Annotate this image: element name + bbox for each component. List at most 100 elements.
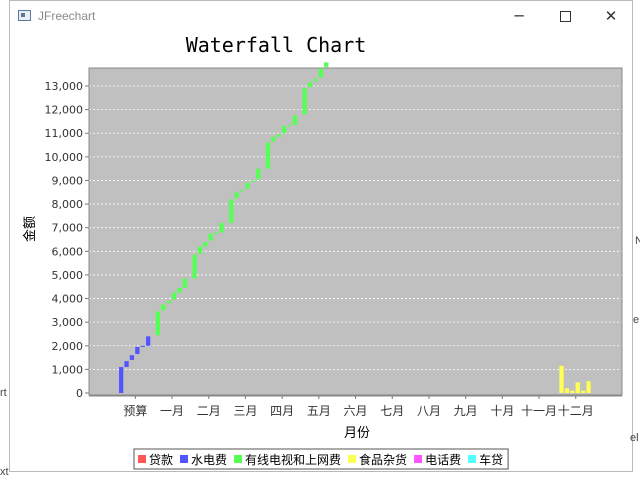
bar: [559, 365, 564, 393]
bar: [575, 382, 580, 393]
bar: [581, 390, 586, 393]
background-text-fragment: xt: [0, 466, 9, 478]
window-title: JFreechart: [38, 9, 96, 23]
x-tick-label: 十月: [490, 404, 514, 418]
bar: [292, 115, 298, 125]
bar: [318, 68, 323, 78]
bar: [129, 355, 135, 360]
bar: [192, 254, 197, 279]
y-tick-label: 13,000: [45, 80, 84, 93]
bar: [282, 126, 287, 134]
legend-box: [133, 448, 509, 470]
x-tick-label: 六月: [344, 404, 368, 418]
bar: [239, 189, 245, 192]
title-bar[interactable]: JFreechart ─ ✕: [10, 1, 632, 32]
bar: [302, 88, 307, 115]
maximize-button[interactable]: [542, 1, 588, 32]
bar: [219, 222, 224, 233]
legend-label: 水电费: [191, 453, 227, 467]
x-tick-label: 四月: [270, 404, 294, 418]
legend-label: 有线电视和上网费: [245, 452, 341, 467]
x-tick-label: 五月: [307, 404, 331, 418]
bar: [570, 390, 575, 393]
app-window: JFreechart ─ ✕ Waterfall Chart 0 1,000 2,00…: [9, 0, 633, 472]
bar: [208, 233, 213, 241]
x-tick-label: 十二月: [558, 404, 594, 418]
bar: [313, 78, 318, 82]
legend-label: 贷款: [149, 453, 173, 467]
chart-title: Waterfall Chart: [186, 33, 367, 57]
legend-swatch: [348, 455, 357, 463]
y-tick-label: 1,000: [52, 363, 84, 376]
maximize-icon: [559, 11, 571, 22]
y-tick-label: 5,000: [52, 269, 84, 282]
background-text-fragment: rt: [0, 387, 7, 399]
bar: [146, 336, 151, 346]
x-tick-label: 一月: [160, 404, 184, 418]
bar: [265, 142, 271, 169]
background-text-fragment: N: [635, 235, 640, 247]
bar: [155, 311, 160, 336]
bar: [177, 287, 182, 293]
bar: [271, 136, 276, 142]
bar: [307, 82, 313, 88]
y-tick-label: 8,000: [52, 198, 84, 211]
y-tick-label: 7,000: [52, 222, 84, 235]
bar: [287, 124, 292, 127]
plot-border: [88, 67, 623, 396]
legend-swatch: [138, 455, 146, 463]
bar: [119, 367, 124, 393]
y-axis-label: 金额: [22, 216, 38, 242]
y-tick-label: 0: [76, 387, 83, 400]
bar: [197, 246, 203, 254]
close-button[interactable]: ✕: [604, 7, 618, 25]
x-tick-label: 三月: [233, 404, 257, 418]
y-tick-label: 2,000: [52, 340, 84, 353]
legend-swatch: [234, 455, 243, 463]
legend-label: 食品杂货: [359, 452, 407, 467]
bar: [214, 232, 219, 234]
y-tick-label: 12,000: [45, 104, 84, 117]
x-tick-label: 十一月: [521, 404, 557, 418]
bar: [245, 182, 250, 189]
bar: [166, 300, 171, 304]
y-tick-label: 11,000: [45, 127, 84, 140]
bar: [234, 192, 239, 199]
waterfall-chart: Waterfall Chart 0 1,000 2,000 3,000 4,000 5,00…: [22, 33, 623, 470]
x-axis-label: 月份: [344, 426, 370, 441]
bar: [250, 180, 255, 182]
minimize-button[interactable]: ─: [514, 7, 524, 25]
legend-swatch: [468, 455, 477, 463]
background-text-fragment: el: [630, 432, 639, 444]
legend-label: 电话费: [425, 453, 461, 467]
bar: [135, 346, 140, 355]
bar: [182, 278, 187, 288]
bar: [586, 381, 591, 393]
y-tick-label: 9,000: [52, 174, 84, 187]
legend-swatch: [180, 455, 189, 463]
bar: [203, 241, 208, 247]
x-tick-label: 预算: [123, 403, 147, 418]
bar: [229, 199, 234, 223]
bar: [276, 134, 281, 137]
x-tick-label: 八月: [417, 404, 441, 418]
x-tick-label: 二月: [197, 404, 221, 418]
plot-area: [89, 68, 622, 395]
x-tick-label: 九月: [454, 404, 478, 418]
bar: [140, 345, 145, 347]
background-text-fragment: e: [633, 314, 640, 326]
bar: [171, 292, 177, 300]
y-tick-label: 4,000: [52, 293, 84, 306]
bar: [124, 361, 129, 368]
bar: [324, 62, 329, 68]
bar: [161, 304, 166, 311]
x-tick-label: 七月: [380, 404, 404, 418]
y-tick-label: 3,000: [52, 316, 84, 329]
bar: [564, 388, 570, 393]
y-tick-label: 6,000: [52, 245, 84, 258]
legend-label: 车贷: [479, 452, 503, 467]
y-tick-label: 10,000: [45, 151, 84, 164]
legend-swatch: [414, 455, 423, 463]
bar: [256, 168, 261, 180]
java-app-icon: [18, 10, 31, 21]
